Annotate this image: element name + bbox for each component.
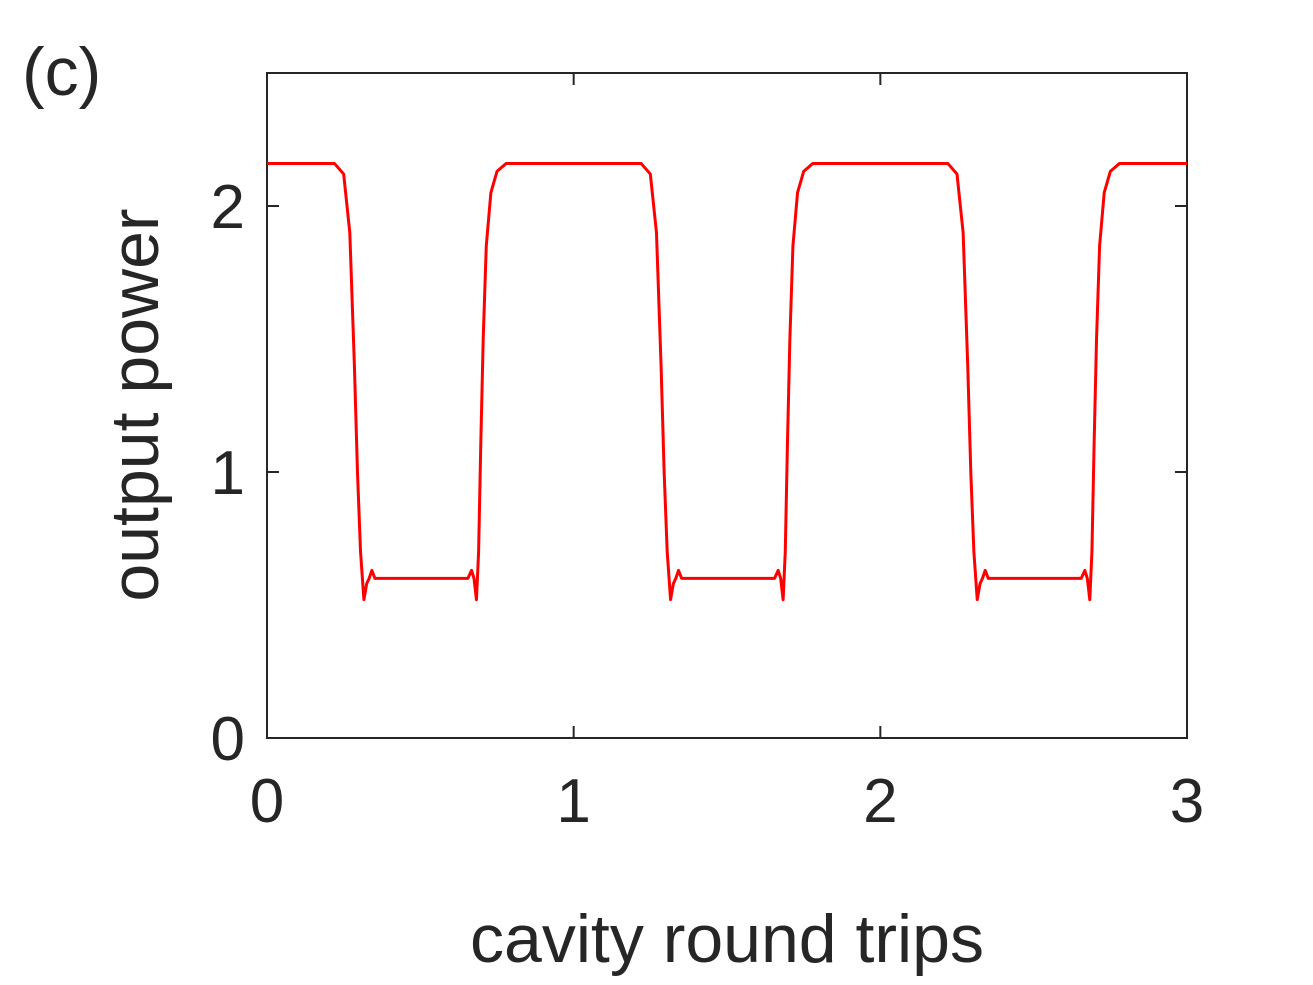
panel-label: (c) [22,34,101,110]
y-axis-label: output power [97,208,173,601]
y-tick-label: 1 [211,439,245,508]
x-tick-label: 1 [556,767,590,836]
x-tick-label: 2 [863,767,897,836]
x-axis-label: cavity round trips [470,901,984,977]
y-tick-label: 0 [211,705,245,774]
data-line [267,161,1187,602]
x-tick-label: 0 [250,767,284,836]
plot-frame [266,72,1188,739]
y-tick-label: 2 [211,173,245,242]
x-tick-label: 3 [1170,767,1204,836]
